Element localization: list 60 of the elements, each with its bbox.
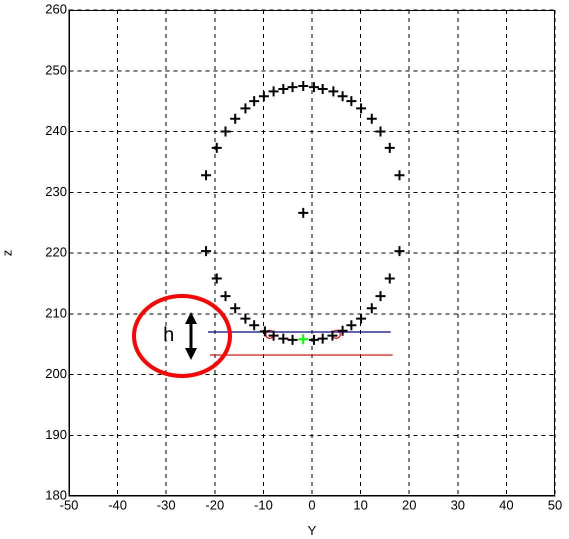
x-tick-label: 30 (450, 497, 466, 512)
point (248, 95, 260, 108)
x-tick-label: 10 (353, 497, 368, 512)
point (316, 82, 329, 95)
point (336, 324, 349, 337)
x-tick-label: -40 (108, 497, 127, 512)
y-tick-label: 200 (45, 366, 67, 382)
point (297, 206, 310, 219)
y-tick-label: 190 (45, 426, 67, 442)
point (200, 245, 212, 258)
point (229, 112, 242, 125)
point (286, 81, 299, 94)
point (229, 302, 242, 314)
y-tick-label: 210 (45, 305, 67, 320)
point (355, 102, 368, 114)
point (355, 312, 368, 325)
point (277, 82, 290, 95)
x-tick-label: -10 (254, 497, 273, 512)
y-tick-label: 260 (45, 2, 67, 17)
y-tick-label: 250 (45, 62, 67, 78)
x-tick-label: 40 (499, 497, 514, 512)
x-axis-title: Y (308, 522, 317, 538)
point (345, 319, 358, 332)
point (248, 319, 260, 332)
point (297, 80, 310, 92)
point (200, 169, 212, 182)
y-axis-title: z (0, 250, 14, 256)
point (374, 290, 387, 302)
point (239, 312, 252, 325)
point (219, 290, 232, 302)
point (366, 112, 378, 125)
y-tick-label: 230 (45, 184, 67, 199)
x-tick-label: -20 (205, 497, 224, 512)
x-tick-label: 20 (402, 497, 416, 512)
point (308, 81, 320, 94)
point (393, 169, 406, 182)
point (258, 90, 270, 102)
point (326, 330, 338, 342)
point (219, 126, 232, 138)
point (297, 333, 310, 346)
point (210, 142, 223, 154)
point (239, 102, 252, 114)
point (316, 332, 329, 345)
point (384, 272, 396, 285)
point (366, 302, 378, 314)
point (210, 272, 223, 285)
point (332, 330, 341, 340)
point (286, 334, 299, 346)
point (327, 85, 340, 98)
x-tick-label: 50 (548, 497, 562, 512)
point (277, 332, 290, 345)
y-tick-label: 240 (45, 123, 67, 138)
x-tick-label: -30 (156, 497, 176, 512)
point (268, 85, 280, 98)
x-tick-label: 0 (308, 497, 316, 512)
point (374, 126, 387, 138)
point (308, 334, 320, 346)
point (393, 245, 406, 258)
point (384, 142, 396, 154)
y-tick-label: 220 (45, 244, 67, 260)
